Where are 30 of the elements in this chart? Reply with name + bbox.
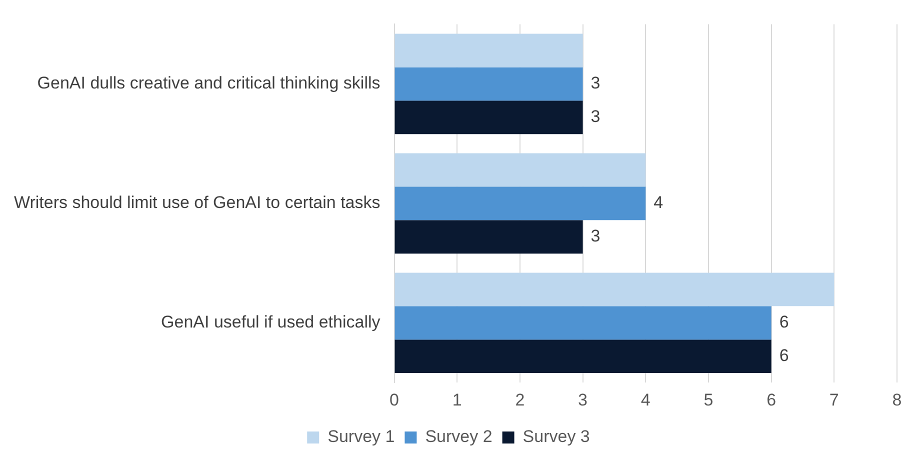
x-tick-label: 8 <box>892 390 902 410</box>
bar <box>394 34 583 68</box>
data-label: 6 <box>779 312 789 332</box>
legend-label: Survey 2 <box>425 427 492 446</box>
x-tick-label: 4 <box>640 390 650 410</box>
x-tick-label: 6 <box>766 390 776 410</box>
data-label: 4 <box>654 193 664 212</box>
data-label: 6 <box>779 346 789 366</box>
bar <box>394 220 583 254</box>
x-tick-label: 5 <box>704 390 714 410</box>
bar <box>394 272 834 306</box>
data-label: 3 <box>590 107 600 126</box>
bar <box>394 67 583 101</box>
bar <box>394 340 772 374</box>
data-label: 3 <box>590 226 600 246</box>
y-tick-label: GenAI dulls creative and critical thinking skills <box>37 74 380 93</box>
bar <box>394 306 772 340</box>
legend-label: Survey 3 <box>522 427 590 446</box>
data-label: 3 <box>590 74 600 93</box>
bar <box>394 186 646 220</box>
y-tick-label: Writers should limit use of GenAI to certain tasks <box>14 193 380 212</box>
legend-label: Survey 1 <box>328 427 395 446</box>
x-tick-label: 3 <box>578 390 588 410</box>
x-tick-label: 1 <box>452 390 462 410</box>
x-tick-label: 2 <box>515 390 525 410</box>
x-tick-label: 7 <box>829 390 839 410</box>
bar <box>394 153 646 187</box>
bar <box>394 100 583 134</box>
y-tick-label: GenAI useful if used ethically <box>161 312 381 332</box>
x-tick-label: 0 <box>390 390 400 410</box>
